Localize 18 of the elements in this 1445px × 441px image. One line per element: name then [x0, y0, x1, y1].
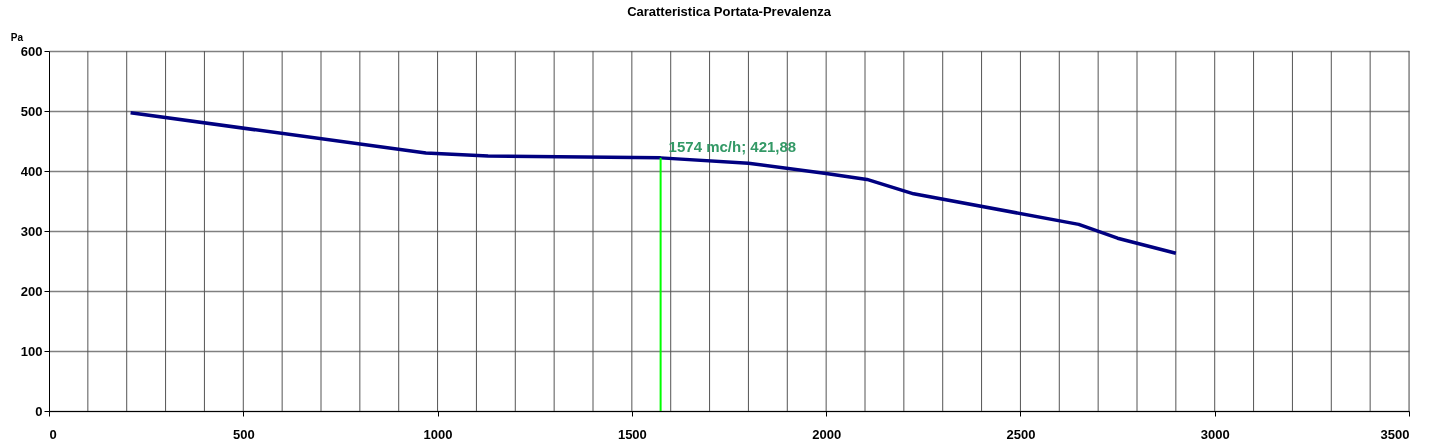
x-tick-label: 3000 — [1200, 426, 1230, 441]
y-tick-label: 0 — [35, 403, 43, 419]
x-tick-label: 500 — [232, 426, 255, 441]
x-tick-label: 0 — [49, 426, 57, 441]
y-tick-label: 400 — [20, 163, 43, 179]
y-tick-label: 100 — [20, 343, 43, 359]
x-tick-label: 1500 — [617, 426, 647, 441]
y-tick-label: 200 — [20, 283, 43, 299]
x-tick-label: 2500 — [1006, 426, 1036, 441]
y-tick-label: 300 — [20, 223, 43, 239]
chart-title: Caratteristica Portata-Prevalenza — [627, 4, 832, 19]
x-tick-label: 3500 — [1380, 426, 1410, 441]
y-tick-label: 500 — [20, 103, 43, 119]
x-tick-label: 2000 — [812, 426, 842, 441]
y-tick-label: 600 — [20, 43, 43, 59]
x-tick-label: 1000 — [423, 426, 453, 441]
line-series — [128, 111, 1178, 255]
y-axis-title: Pa — [10, 32, 24, 43]
